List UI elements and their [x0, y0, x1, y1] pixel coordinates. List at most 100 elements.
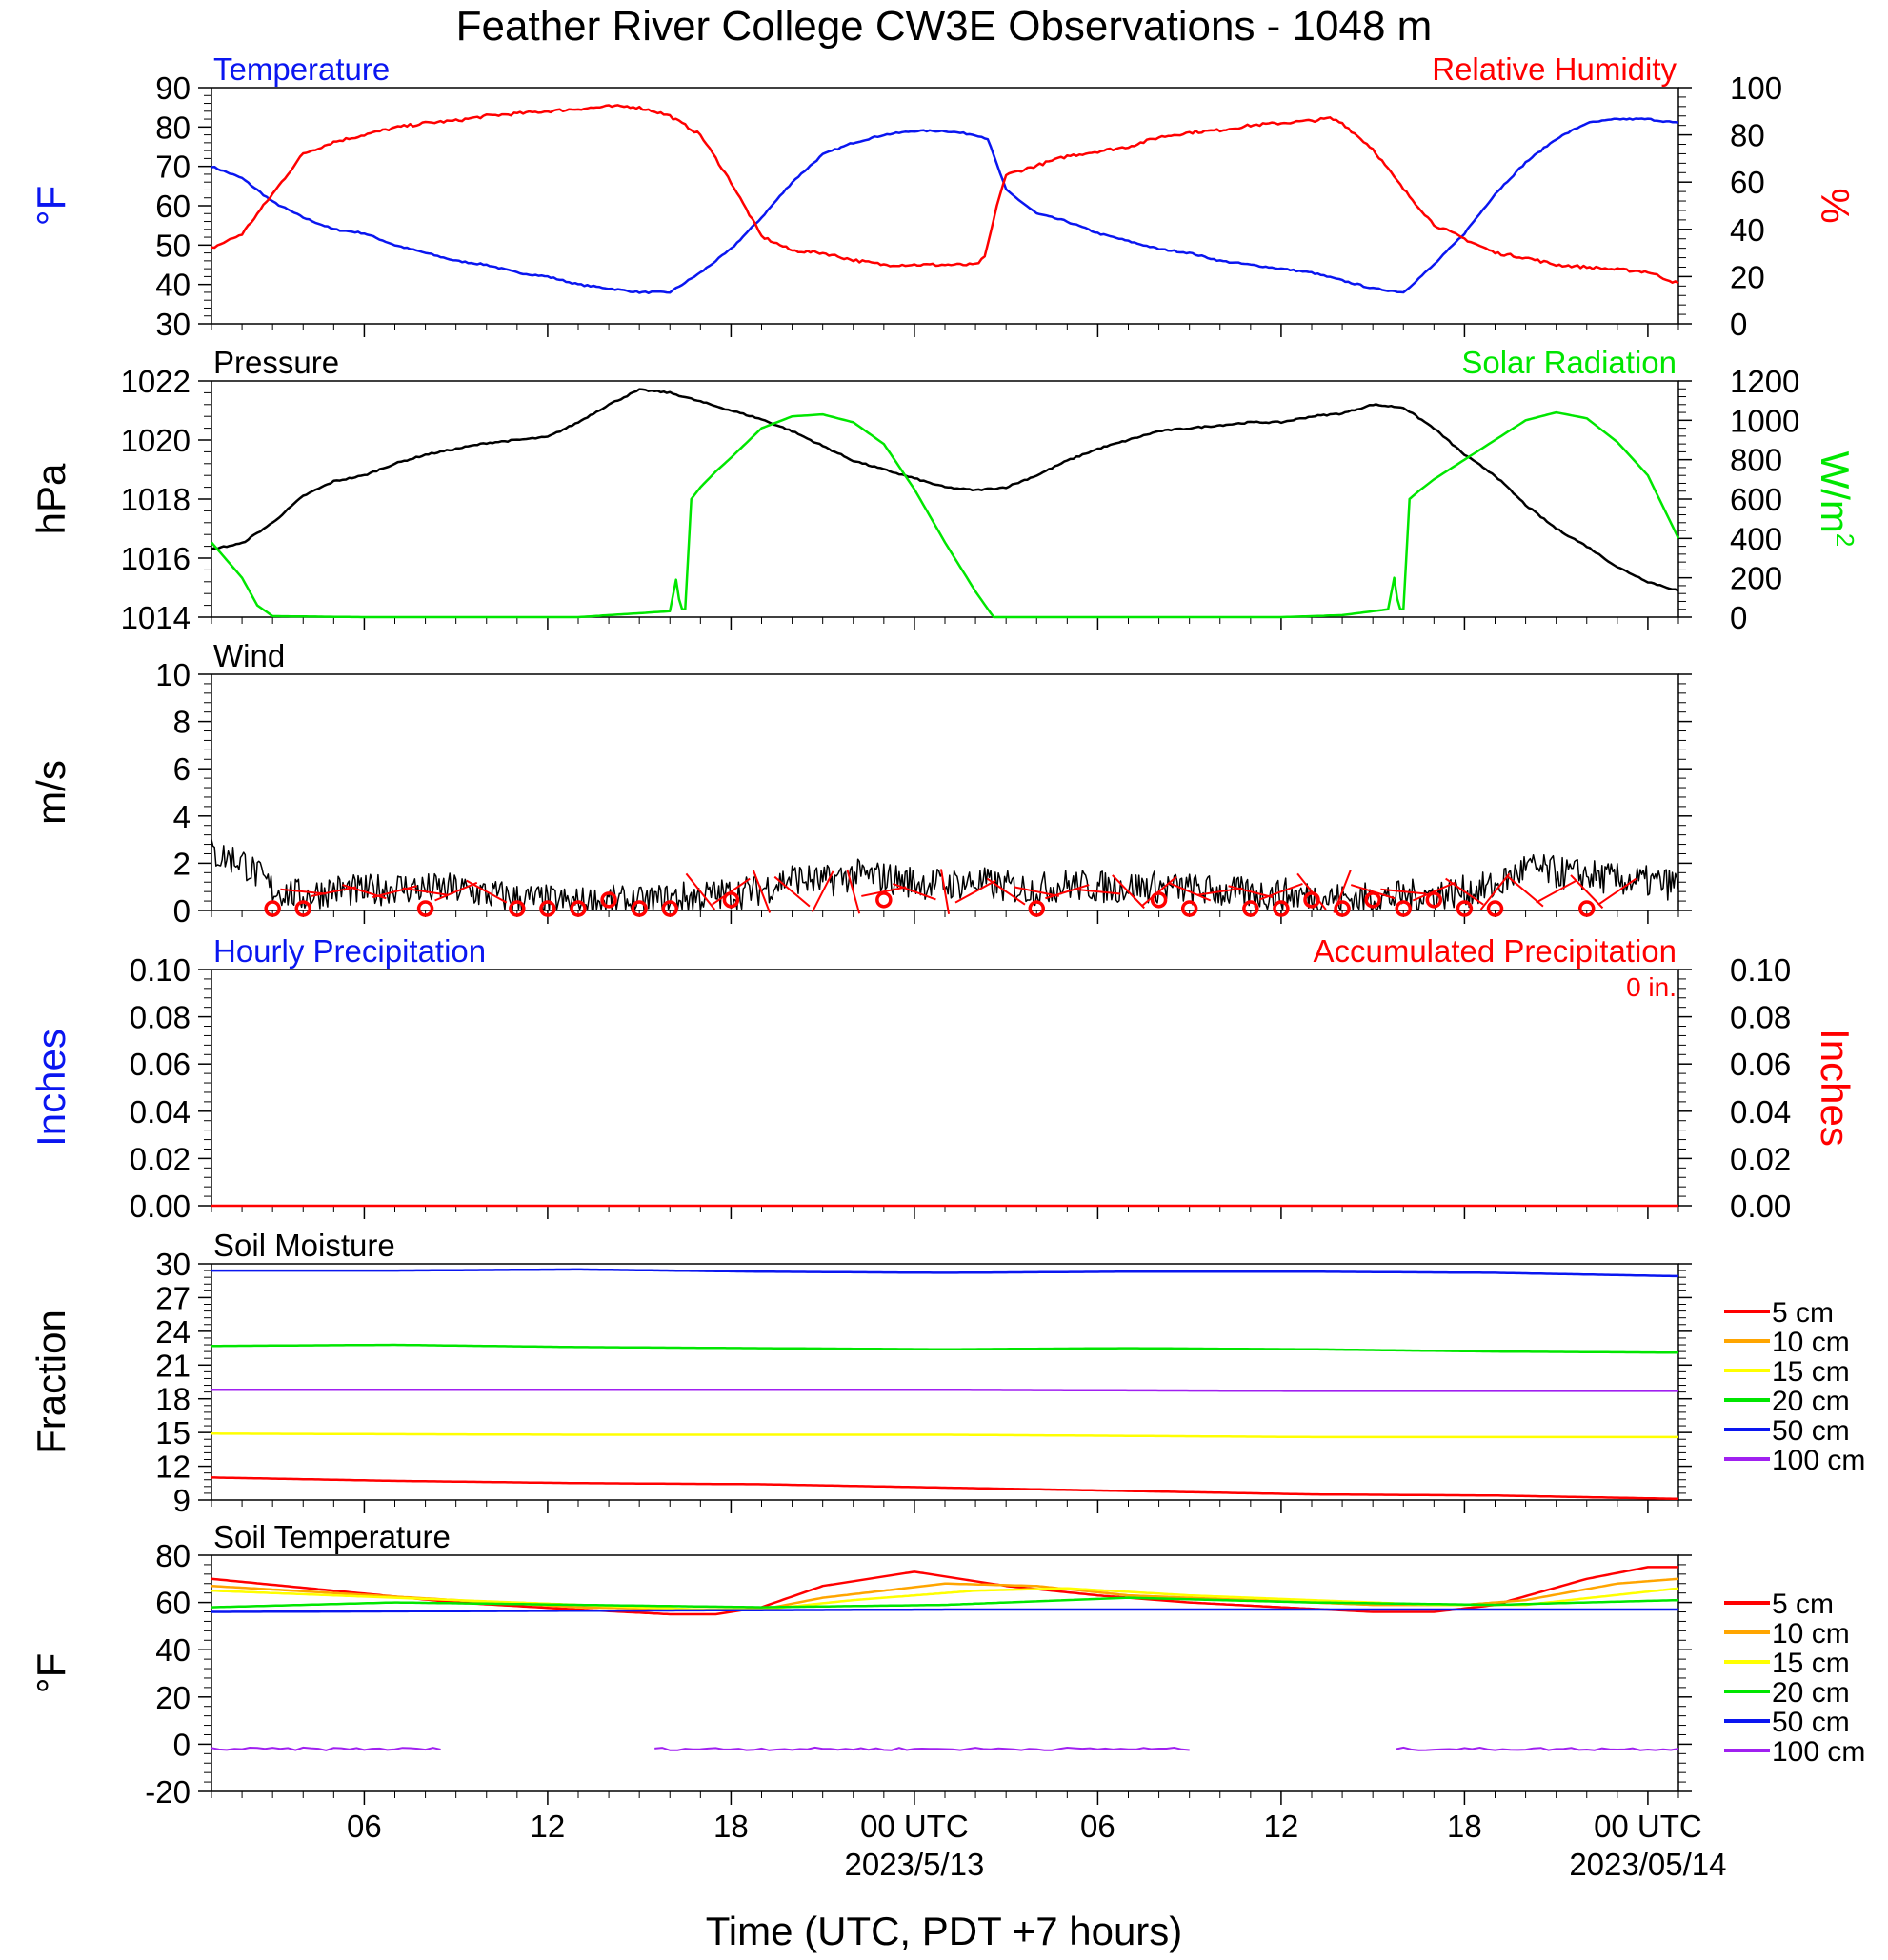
- x-tick-label: 06: [347, 1809, 382, 1844]
- legend-label: 100 cm: [1772, 1445, 1865, 1476]
- wind-barb: [1140, 875, 1177, 908]
- y-tick-label: 1016: [121, 541, 191, 576]
- y-axis-label-right: %: [1813, 188, 1858, 223]
- y-tick-label: 0: [173, 893, 191, 929]
- y-right-tick-label: 0.04: [1730, 1094, 1791, 1130]
- series-line-5cm: [211, 1476, 1678, 1501]
- x-tick-label: 12: [531, 1809, 566, 1844]
- legend-label: 15 cm: [1772, 1356, 1850, 1388]
- panel-title-left: Soil Temperature: [213, 1519, 451, 1554]
- y-tick-label: 80: [155, 1538, 191, 1573]
- panel-precipitation: 0.00 0.02 0.04 0.06 0.08 0.10 0.00 0.02 0.04 0.06…: [29, 933, 1858, 1224]
- y-tick-label: 80: [155, 110, 191, 145]
- y-tick-label: 9: [173, 1483, 191, 1518]
- y-tick-label: 0: [173, 1727, 191, 1762]
- y-right-tick-label: 0: [1730, 600, 1747, 635]
- unit-exponent: 2: [1831, 533, 1859, 547]
- calm-wind-marker: [509, 900, 526, 917]
- y-right-tick-label: 600: [1730, 482, 1782, 517]
- panel-title-left: Wind: [213, 638, 285, 673]
- x-tick-label: 06: [1080, 1809, 1115, 1844]
- panel-pressure_solar: 1014 1016 1018 1020 1022 0 200 400 600 800 1000 120…: [29, 345, 1859, 635]
- y-axis-label-left: °F: [29, 186, 73, 226]
- wind-barb: [1168, 881, 1212, 902]
- y-tick-label: 18: [155, 1382, 191, 1417]
- y-tick-label: 60: [155, 1586, 191, 1621]
- wind-barb: [1597, 877, 1637, 906]
- calm-wind-marker: [600, 891, 617, 909]
- x-tick-label: 00 UTC: [1594, 1809, 1702, 1844]
- y-right-tick-label: 0: [1730, 307, 1747, 342]
- series-line-100cm: [1395, 1746, 1679, 1751]
- wind-barb: [1479, 872, 1511, 910]
- x-tick-label: 18: [1447, 1809, 1482, 1844]
- y-tick-label: 0.10: [130, 952, 191, 988]
- wind-barb: [1112, 874, 1145, 910]
- panel-frame: [211, 969, 1679, 1207]
- panel-frame: [211, 1263, 1679, 1501]
- series-line-15cm: [211, 1432, 1678, 1439]
- y-tick-label: 27: [155, 1280, 191, 1315]
- wind-barb: [1259, 882, 1303, 901]
- y-tick-label: 70: [155, 150, 191, 185]
- y-tick-label: 50: [155, 228, 191, 263]
- y-tick-label: 6: [173, 751, 191, 787]
- legend-label: 10 cm: [1772, 1327, 1850, 1358]
- calm-wind-marker: [1578, 900, 1596, 917]
- calm-wind-marker: [1486, 900, 1504, 917]
- y-tick-label: 1022: [121, 364, 191, 399]
- y-tick-label: 1018: [121, 482, 191, 517]
- series-line-20cm: [211, 1343, 1678, 1354]
- series-line-5cm: [211, 1566, 1678, 1616]
- y-right-tick-label: 200: [1730, 561, 1782, 596]
- panel-frame: [211, 673, 1679, 911]
- y-axis-label-left: °F: [29, 1653, 73, 1693]
- x-date-label: 2023/5/13: [845, 1847, 985, 1882]
- wind-barb: [1380, 888, 1427, 895]
- calm-wind-marker: [294, 900, 311, 917]
- y-right-tick-label: 60: [1730, 165, 1765, 200]
- unit-base: W/m: [1813, 451, 1858, 533]
- wind-barb: [1045, 884, 1090, 900]
- series-line-100cm: [654, 1746, 1190, 1751]
- y-tick-label: 0.02: [130, 1141, 191, 1176]
- calm-wind-marker: [1456, 900, 1474, 917]
- series-line-100cm: [211, 1746, 441, 1751]
- x-axis-title: Time (UTC, PDT +7 hours): [706, 1909, 1183, 1953]
- y-axis-label-right: Inches: [1813, 1029, 1858, 1147]
- y-tick-label: 0.08: [130, 1000, 191, 1035]
- x-tick-label: 00 UTC: [860, 1809, 969, 1844]
- y-tick-label: 1020: [121, 423, 191, 458]
- wind-barb: [280, 888, 327, 895]
- y-axis-label-right: W/m2: [1813, 451, 1859, 548]
- wind-barb: [466, 879, 508, 904]
- wind-barb: [372, 885, 418, 899]
- y-right-tick-label: 80: [1730, 118, 1765, 153]
- panel-title-left: Hourly Precipitation: [213, 933, 486, 969]
- wind-barb: [434, 881, 478, 902]
- legend-label: 15 cm: [1772, 1648, 1850, 1679]
- panel-title-left: Temperature: [213, 51, 390, 87]
- y-tick-label: 0.00: [130, 1189, 191, 1224]
- wind-barb: [1536, 879, 1577, 904]
- y-right-tick-label: 0.06: [1730, 1047, 1791, 1082]
- series-line-black: [211, 388, 1679, 592]
- legend-label: 100 cm: [1772, 1736, 1865, 1768]
- series-line-50cm: [211, 1608, 1678, 1613]
- y-tick-label: 24: [155, 1314, 191, 1350]
- calm-wind-marker: [570, 900, 587, 917]
- y-tick-label: 4: [173, 799, 191, 834]
- series-line-black: [211, 839, 1679, 911]
- legend-label: 20 cm: [1772, 1386, 1850, 1417]
- series-line-20cm: [211, 1596, 1679, 1609]
- calm-wind-marker: [722, 891, 740, 909]
- wind-barb: [1333, 870, 1352, 913]
- y-right-tick-label: 0.08: [1730, 1000, 1791, 1035]
- y-tick-label: 20: [155, 1680, 191, 1715]
- calm-wind-marker: [539, 900, 556, 917]
- x-tick-label: 18: [713, 1809, 749, 1844]
